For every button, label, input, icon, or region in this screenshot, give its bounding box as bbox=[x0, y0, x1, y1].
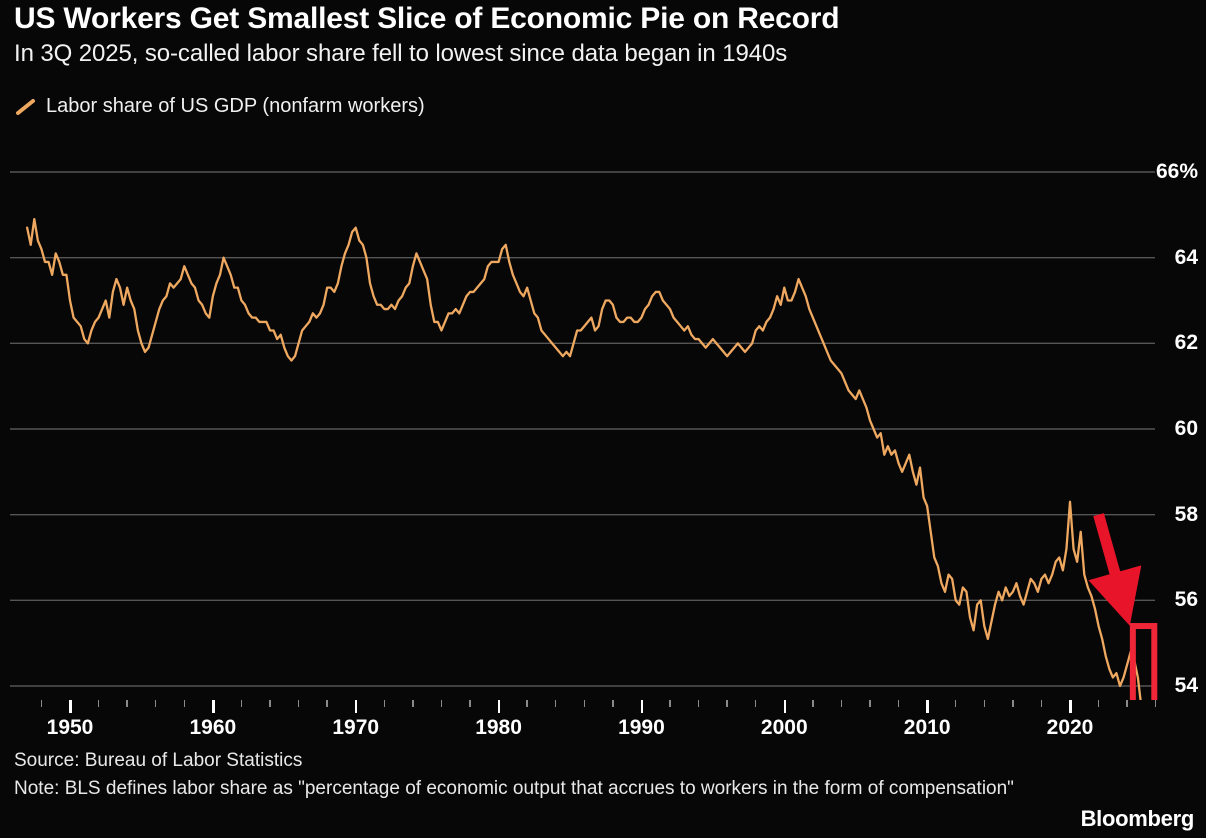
x-axis-minor-tick bbox=[269, 700, 271, 707]
red-down-arrow-icon bbox=[1088, 513, 1142, 626]
x-axis-major-tick bbox=[497, 700, 501, 713]
x-axis-minor-tick bbox=[840, 700, 843, 707]
x-axis-major-tick bbox=[1069, 700, 1072, 713]
x-axis-minor-tick bbox=[669, 700, 671, 707]
x-axis-minor-tick bbox=[97, 700, 100, 707]
x-axis-minor-tick bbox=[983, 700, 986, 707]
annotation-layer bbox=[1088, 513, 1158, 700]
x-axis-minor-tick bbox=[440, 700, 443, 707]
x-axis-tick-label: 2000 bbox=[760, 716, 808, 739]
x-axis-minor-tick bbox=[583, 700, 586, 707]
x-axis-minor-tick bbox=[412, 700, 414, 707]
x-axis-major-tick bbox=[640, 700, 644, 713]
y-axis-tick-label: 60 bbox=[1174, 417, 1198, 440]
x-axis-major-tick bbox=[354, 700, 358, 713]
x-axis-minor-tick bbox=[1097, 700, 1100, 707]
x-axis-tick-label: 2010 bbox=[903, 716, 951, 739]
x-axis-minor-tick bbox=[154, 700, 157, 707]
x-axis-major-tick bbox=[69, 700, 72, 713]
x-axis-minor-tick bbox=[726, 700, 728, 707]
y-axis-tick-label: 64 bbox=[1174, 245, 1198, 269]
x-axis-minor-tick bbox=[383, 700, 386, 707]
x-axis-minor-tick bbox=[1154, 700, 1157, 707]
x-axis-tick-label: 1990 bbox=[618, 716, 665, 739]
y-axis-tick-label: 56 bbox=[1174, 588, 1198, 612]
x-axis-minor-tick bbox=[697, 700, 700, 707]
y-axis-tick-label: 62 bbox=[1174, 331, 1198, 355]
x-axis: 1950 1960 1970 1980 1990 2000 2010 2020 bbox=[0, 700, 1206, 742]
x-axis-minor-tick bbox=[1126, 700, 1128, 707]
x-axis-minor-tick bbox=[183, 700, 186, 707]
x-axis-minor-tick bbox=[40, 700, 43, 707]
x-axis-minor-tick bbox=[612, 700, 614, 707]
x-axis-major-tick bbox=[783, 700, 787, 713]
y-axis-tick-label: 58 bbox=[1174, 502, 1198, 526]
x-axis-minor-tick bbox=[1040, 700, 1043, 707]
x-axis-minor-tick bbox=[954, 700, 957, 707]
x-axis-minor-tick bbox=[754, 700, 757, 707]
x-axis-major-tick bbox=[212, 700, 215, 713]
note-text: Note: BLS defines labor share as "percen… bbox=[14, 777, 1014, 799]
gridlines bbox=[10, 171, 1155, 687]
x-axis-minor-tick bbox=[526, 700, 528, 707]
y-axis-labels: 66% 64 62 60 58 56 54 bbox=[0, 140, 1206, 700]
legend: Labor share of US GDP (nonfarm workers) bbox=[16, 95, 425, 118]
x-axis-minor-tick bbox=[1012, 700, 1014, 707]
bloomberg-logo: Bloomberg bbox=[1080, 806, 1195, 831]
x-axis-minor-tick bbox=[326, 700, 328, 707]
x-axis-minor-tick bbox=[897, 700, 900, 707]
x-axis-minor-tick bbox=[126, 700, 128, 707]
chart-svg bbox=[10, 171, 1158, 700]
y-axis-tick-label: 54 bbox=[1174, 674, 1198, 697]
x-axis-tick-label: 2020 bbox=[1046, 716, 1094, 739]
x-axis-minor-tick bbox=[554, 700, 557, 707]
line-segment-marker-icon bbox=[16, 98, 36, 116]
x-axis-major-tick bbox=[926, 700, 929, 713]
page-subtitle: In 3Q 2025, so-called labor share fell t… bbox=[14, 40, 788, 67]
legend-series-label: Labor share of US GDP (nonfarm workers) bbox=[46, 95, 425, 117]
footer: Source: Bureau of Labor Statistics Note:… bbox=[14, 748, 1134, 801]
x-axis-minor-tick bbox=[869, 700, 871, 707]
x-axis-minor-tick bbox=[297, 700, 300, 707]
x-axis-minor-tick bbox=[240, 700, 243, 707]
x-axis-tick-label: 1970 bbox=[332, 716, 380, 739]
x-axis-tick-label: 1960 bbox=[189, 716, 237, 739]
x-axis-tick-label: 1950 bbox=[46, 716, 94, 739]
plot-area bbox=[0, 140, 1206, 700]
series-line-labor-share bbox=[25, 217, 1142, 700]
x-axis-minor-tick bbox=[469, 700, 471, 707]
x-axis-tick-label: 1980 bbox=[475, 716, 522, 739]
y-axis-tick-label: 66% bbox=[1155, 160, 1198, 183]
source-text: Source: Bureau of Labor Statistics bbox=[14, 750, 303, 771]
x-axis-minor-tick bbox=[812, 700, 814, 707]
red-highlight-box bbox=[1129, 623, 1158, 700]
page-title: US Workers Get Smallest Slice of Economi… bbox=[14, 2, 840, 35]
